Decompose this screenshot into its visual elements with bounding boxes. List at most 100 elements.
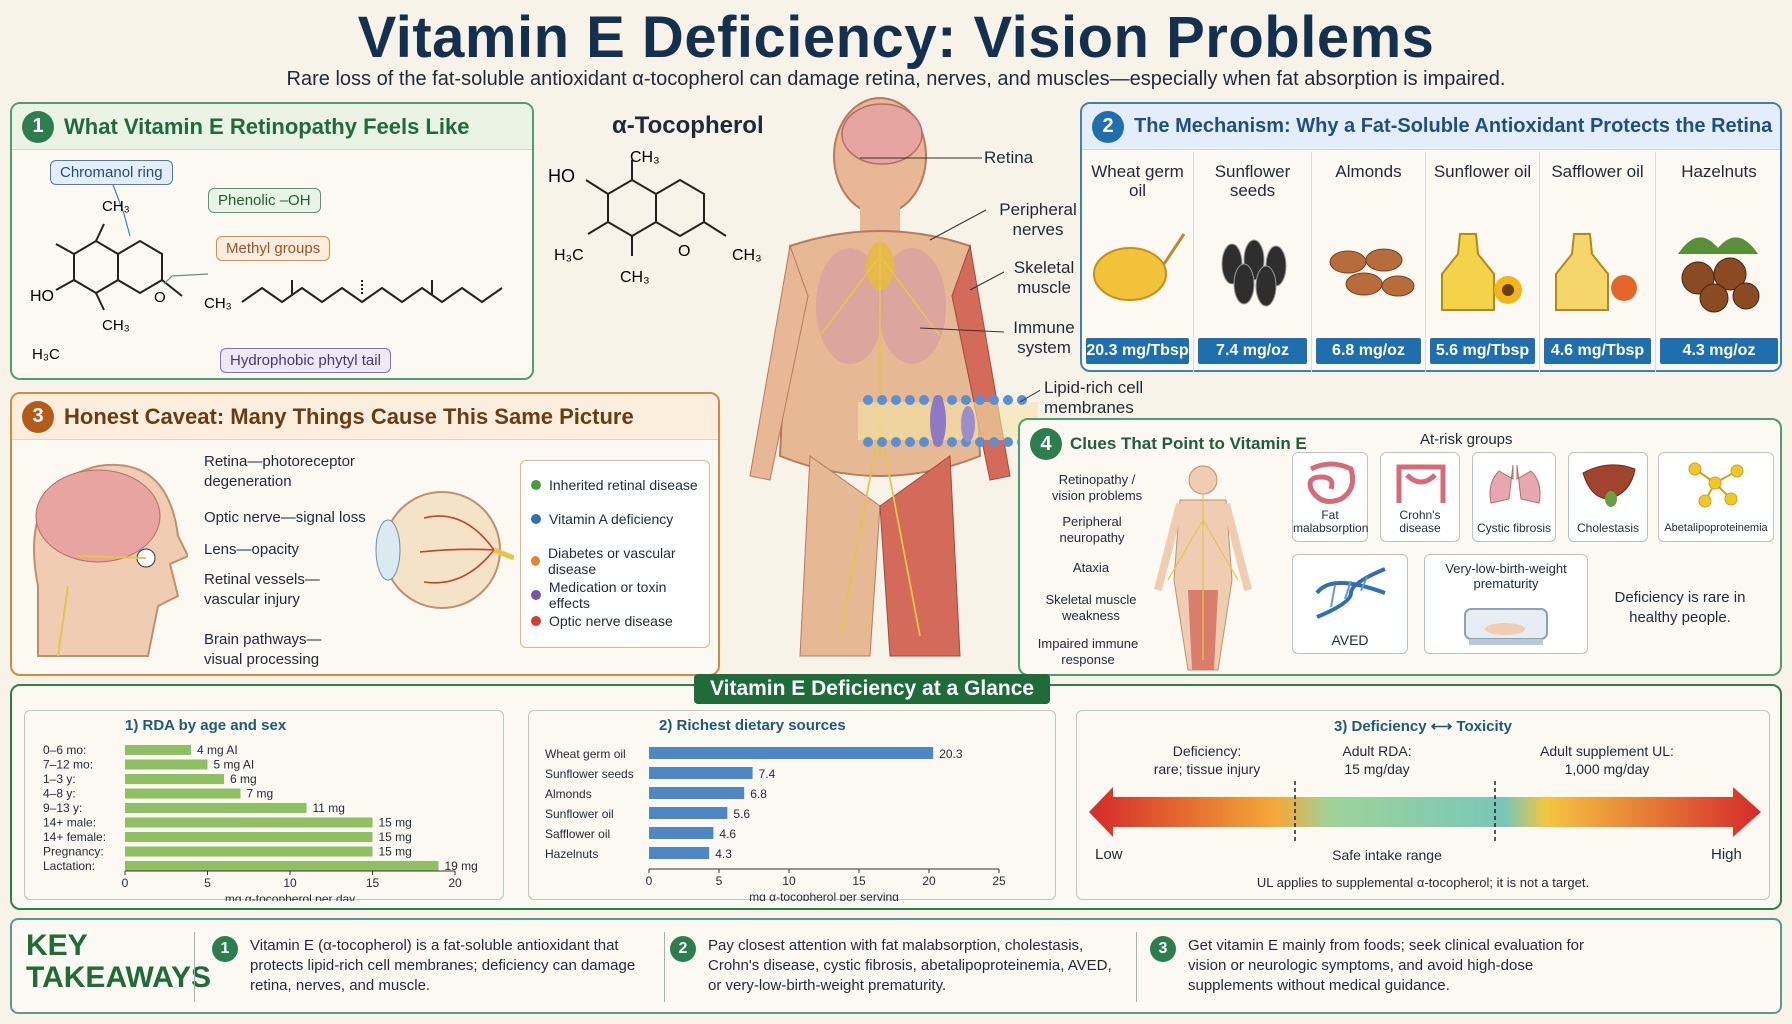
takeaways-heading: KEY TAKEAWAYS bbox=[26, 929, 212, 994]
category-label: Hazelnuts bbox=[545, 847, 598, 861]
clue-neuropathy: Peripheral neuropathy bbox=[1059, 514, 1125, 545]
ch3-top-label: CH₃ bbox=[630, 149, 660, 166]
bar bbox=[649, 827, 714, 839]
category-label: 1–3 y: bbox=[43, 772, 76, 786]
food-column-wheat-germ-oil: Wheat germ oil 20.3 mg/Tbsp bbox=[1082, 152, 1194, 372]
rda-sublabel: 15 mg/day bbox=[1344, 761, 1410, 777]
food-value: 4.6 mg/Tbsp bbox=[1544, 338, 1651, 364]
data-label: 11 mg bbox=[313, 801, 345, 815]
takeaway-number: 1 bbox=[212, 936, 238, 962]
risk-label: Very-low-birth-weight prematurity bbox=[1445, 561, 1567, 591]
panel-title: What Vitamin E Retinopathy Feels Like bbox=[64, 113, 470, 139]
colon-icon bbox=[1396, 464, 1446, 503]
takeaway-item: 2 Pay closest attention with fat malabso… bbox=[670, 936, 1120, 996]
x-tick-label: 10 bbox=[283, 876, 297, 890]
category-label: Pregnancy: bbox=[43, 845, 104, 859]
takeaway-number: 3 bbox=[1150, 936, 1176, 962]
lipoprotein-icon bbox=[1688, 462, 1744, 508]
page-subtitle: Rare loss of the fat-soluble antioxidant… bbox=[286, 68, 1506, 90]
liver-icon bbox=[1582, 464, 1636, 507]
hazelnuts-icon bbox=[1678, 237, 1760, 313]
food-column-sunflower-oil: Sunflower oil 5.6 mg/Tbsp bbox=[1426, 152, 1540, 372]
clue-body-figure bbox=[1154, 465, 1252, 671]
cause-text: Inherited retinal disease bbox=[549, 477, 698, 493]
category-label: Wheat germ oil bbox=[545, 747, 626, 761]
food-name: Wheat germ oil bbox=[1091, 162, 1184, 200]
category-label: 14+ male: bbox=[43, 816, 96, 830]
food-name: Sunflower seeds bbox=[1214, 162, 1291, 200]
clue-muscle-weakness: Skeletal muscle weakness bbox=[1045, 592, 1137, 623]
food-name: Safflower oil bbox=[1551, 162, 1644, 181]
risk-card-aved: AVED bbox=[1292, 554, 1408, 654]
body-leader-lines bbox=[860, 157, 1040, 403]
cause-item: Diabetes or vascular disease bbox=[531, 545, 709, 577]
panel-number: 3 bbox=[22, 400, 54, 433]
cause-item: Medication or toxin effects bbox=[531, 579, 709, 611]
food-column-hazelnuts: Hazelnuts 4.3 mg/oz bbox=[1656, 152, 1782, 372]
rda-label: Adult RDA: bbox=[1342, 743, 1412, 759]
x-axis-label: mg α-tocopherol per serving bbox=[749, 890, 899, 901]
panel-caveat: 3 Honest Caveat: Many Things Cause This … bbox=[10, 392, 720, 676]
x-tick-label: 0 bbox=[122, 876, 129, 890]
bar bbox=[125, 774, 224, 784]
intestine-icon bbox=[1307, 461, 1356, 504]
food-column-safflower-oil: Safflower oil 4.6 mg/Tbsp bbox=[1540, 152, 1656, 372]
ch3-right-label: CH₃ bbox=[732, 247, 762, 264]
ho-label: HO bbox=[548, 166, 575, 186]
bar bbox=[649, 807, 728, 819]
data-label: 5.6 bbox=[733, 807, 750, 821]
panel-title: Clues That Point to Vitamin E bbox=[1070, 434, 1307, 453]
molecule-diagram-small: HO CH₃ H₃C CH₃ O CH₃ bbox=[30, 184, 503, 363]
bar bbox=[125, 832, 373, 842]
eyeball-illustration bbox=[375, 491, 514, 609]
clue-ataxia: Ataxia bbox=[1072, 560, 1110, 575]
glance-title: Vitamin E Deficiency at a Glance bbox=[694, 674, 1051, 704]
data-label: 15 mg bbox=[379, 816, 412, 830]
data-label: 4 mg AI bbox=[197, 743, 238, 757]
o-label: O bbox=[678, 243, 690, 260]
panel-retinopathy: 1 What Vitamin E Retinopathy Feels Like … bbox=[10, 102, 534, 380]
toxicity-title-end: Toxicity bbox=[1456, 718, 1512, 735]
risk-label: Fat malabsorption bbox=[1293, 508, 1369, 535]
food-name: Hazelnuts bbox=[1681, 162, 1757, 181]
bar bbox=[125, 803, 307, 813]
risk-card-abetalipoproteinemia: Abetalipoproteinemia bbox=[1658, 452, 1774, 542]
panel-clues: 4 Clues That Point to Vitamin E Retinopa… bbox=[1018, 418, 1782, 676]
cause-item: Inherited retinal disease bbox=[531, 477, 698, 493]
panel-number: 1 bbox=[22, 110, 54, 143]
h3c-label: H₃C bbox=[554, 247, 584, 264]
category-label: Almonds bbox=[545, 787, 592, 801]
x-tick-label: 20 bbox=[448, 876, 462, 890]
toxicity-title-start: 3) Deficiency bbox=[1334, 718, 1427, 735]
bar bbox=[125, 788, 241, 799]
rda-chart: 0–6 mo: 4 mg AI 7–12 mo: 5 mg AI 1–3 y: 6 mg 4… bbox=[43, 743, 478, 901]
methyl-groups-tag: Methyl groups bbox=[216, 236, 331, 261]
cause-text: Diabetes or vascular disease bbox=[547, 545, 676, 577]
data-label: 5 mg AI bbox=[214, 758, 255, 772]
bar bbox=[649, 747, 934, 759]
at-risk-title: At-risk groups bbox=[1420, 431, 1513, 448]
toxicity-title: 3) Deficiency ⟷ Toxicity bbox=[1077, 717, 1769, 735]
head-label-brain: Brain pathways—visual processing bbox=[204, 631, 322, 668]
molecule-o-label: O bbox=[154, 289, 166, 306]
data-label: 6.8 bbox=[750, 787, 767, 801]
intake-gradient-arrow bbox=[1089, 781, 1761, 843]
bar bbox=[649, 787, 745, 799]
takeaways-section: KEY TAKEAWAYS 1 Vitamin E (α-tocopherol)… bbox=[10, 918, 1782, 1014]
scale-low: Low bbox=[1095, 846, 1123, 863]
bar bbox=[649, 847, 710, 859]
cause-item: Optic nerve disease bbox=[531, 613, 673, 629]
panel-title: Honest Caveat: Many Things Cause This Sa… bbox=[64, 403, 634, 429]
bar bbox=[125, 745, 191, 755]
bar bbox=[125, 861, 439, 871]
molecule-h3c-label: H₃C bbox=[32, 346, 60, 363]
x-tick-label: 5 bbox=[716, 874, 723, 888]
chart-title: 2) Richest dietary sources bbox=[659, 717, 846, 734]
food-name: Almonds bbox=[1335, 162, 1402, 181]
clue-retinopathy: Retinopathy / vision problems bbox=[1051, 472, 1143, 503]
x-tick-label: 20 bbox=[922, 874, 936, 888]
label-retina: Retina bbox=[984, 148, 1034, 167]
bar bbox=[125, 846, 373, 857]
cause-text: Optic nerve disease bbox=[549, 613, 673, 629]
category-label: 4–8 y: bbox=[43, 787, 76, 801]
